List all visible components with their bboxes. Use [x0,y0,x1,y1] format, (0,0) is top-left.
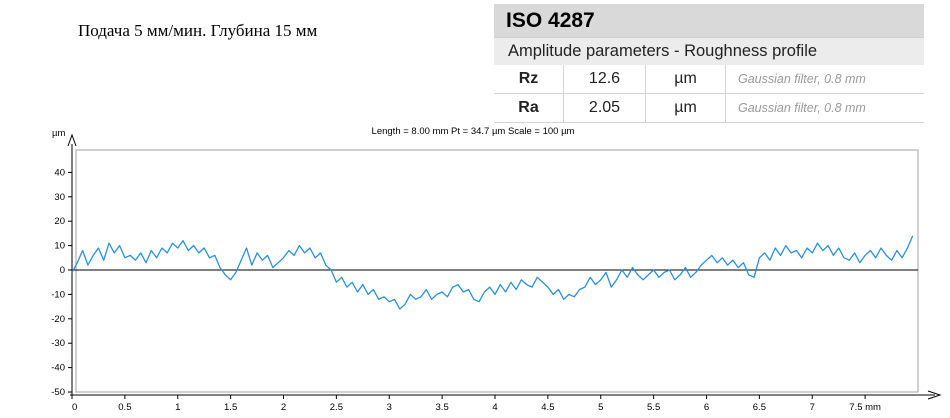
x-tick-label: 6.5 [753,402,766,413]
x-tick-label: 1.5 [224,402,237,413]
y-unit-label: µm [52,128,65,139]
y-tick-label: 0 [60,265,65,276]
param-unit: µm [646,65,726,93]
x-tick-label: 4.5 [541,402,554,413]
y-tick-label: 30 [54,192,65,203]
y-tick-label: 20 [54,216,65,227]
x-tick-label: 3 [387,402,392,413]
x-tick-label: 1 [175,402,180,413]
param-value: 12.6 [564,65,646,93]
plot-frame [75,149,919,393]
y-tick-label: -40 [51,363,65,374]
y-tick-label: -50 [51,387,65,398]
param-note: Gaussian filter, 0.8 mm [738,101,866,115]
x-tick-label: 5 [598,402,603,413]
y-tick-label: -10 [51,289,65,300]
x-tick-label: 7.5 mm [849,402,881,413]
y-tick-label: -20 [51,314,65,325]
iso-parameters-table: ISO 4287 Amplitude parameters - Roughnes… [494,4,924,123]
iso-table-subtitle: Amplitude parameters - Roughness profile [494,37,924,65]
profile-caption: Подача 5 мм/мин. Глубина 15 мм [78,21,318,40]
x-tick-label: 3.5 [436,402,449,413]
param-note: Gaussian filter, 0.8 mm [738,72,866,86]
y-tick-label: 10 [54,241,65,252]
x-axis-ticks: 0 0.5 1 1.5 2 2.5 3 3.5 4 4.5 5 5.5 6 6.5 7 7.5 mm [71,395,881,413]
y-axis-arrow-icon [67,133,77,147]
y-axis-ticks: -50 -40 -30 -20 -10 0 10 20 30 40 [51,167,72,398]
x-tick-label: 2 [281,402,286,413]
x-tick-label: 7 [810,402,815,413]
param-unit: µm [646,94,726,122]
x-axis-arrow-icon [927,390,942,400]
iso-table-row-ra: Ra 2.05 µm Gaussian filter, 0.8 mm [494,94,924,123]
iso-table-title: ISO 4287 [494,4,924,37]
profile-series-line [71,235,914,310]
x-tick-label: 0.5 [118,402,131,413]
param-name: Rz [494,65,564,93]
param-name: Ra [494,94,564,122]
iso-table-row-rz: Rz 12.6 µm Gaussian filter, 0.8 mm [494,65,924,94]
x-tick-label: 6 [704,402,709,413]
y-tick-label: 40 [54,167,65,178]
x-tick-label: 4 [492,402,497,413]
x-tick-label: 2.5 [330,402,343,413]
param-value: 2.05 [564,94,646,122]
y-tick-label: -30 [51,338,65,349]
chart-header: Length = 8.00 mm Pt = 34.7 µm Scale = 10… [372,126,575,137]
x-tick-label: 0 [72,402,77,413]
x-tick-label: 5.5 [647,402,660,413]
